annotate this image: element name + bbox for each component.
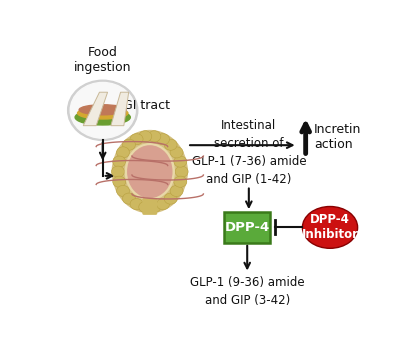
Circle shape — [174, 176, 187, 187]
Ellipse shape — [79, 105, 126, 115]
FancyBboxPatch shape — [142, 198, 157, 215]
Ellipse shape — [124, 143, 175, 200]
Ellipse shape — [303, 206, 358, 248]
Polygon shape — [111, 92, 129, 126]
Circle shape — [130, 198, 143, 210]
FancyBboxPatch shape — [225, 212, 270, 243]
Polygon shape — [83, 92, 108, 126]
Circle shape — [148, 131, 161, 142]
Ellipse shape — [75, 110, 130, 125]
Circle shape — [113, 156, 126, 167]
Circle shape — [170, 147, 183, 158]
Text: secretion of: secretion of — [214, 137, 284, 150]
Circle shape — [157, 134, 170, 145]
Circle shape — [116, 185, 129, 197]
Circle shape — [175, 166, 188, 177]
Circle shape — [122, 139, 135, 150]
Circle shape — [70, 83, 135, 138]
Circle shape — [67, 80, 138, 140]
Text: Incretin
action: Incretin action — [314, 123, 361, 151]
Text: and GIP (1-42): and GIP (1-42) — [206, 173, 292, 186]
Circle shape — [122, 193, 135, 204]
Text: DPP-4: DPP-4 — [225, 221, 270, 234]
Circle shape — [113, 176, 126, 187]
Ellipse shape — [111, 130, 188, 214]
Circle shape — [148, 201, 161, 212]
Circle shape — [139, 131, 152, 142]
Circle shape — [174, 156, 187, 167]
Text: DPP-4
Inhibitor: DPP-4 Inhibitor — [302, 214, 359, 241]
Circle shape — [116, 147, 129, 158]
Text: and GIP (3-42): and GIP (3-42) — [204, 294, 290, 307]
Text: GLP-1 (7-36) amide: GLP-1 (7-36) amide — [191, 155, 306, 168]
Circle shape — [170, 185, 183, 197]
Text: GI tract: GI tract — [123, 99, 170, 112]
Text: Food
ingestion: Food ingestion — [74, 46, 132, 74]
Circle shape — [164, 139, 177, 150]
Circle shape — [157, 198, 170, 210]
Circle shape — [111, 166, 124, 177]
Circle shape — [139, 201, 152, 212]
Text: GLP-1 (9-36) amide: GLP-1 (9-36) amide — [190, 276, 305, 289]
Circle shape — [130, 134, 143, 145]
Text: Intestinal: Intestinal — [221, 119, 277, 132]
Ellipse shape — [78, 107, 128, 119]
Circle shape — [164, 193, 177, 204]
Ellipse shape — [127, 145, 173, 198]
